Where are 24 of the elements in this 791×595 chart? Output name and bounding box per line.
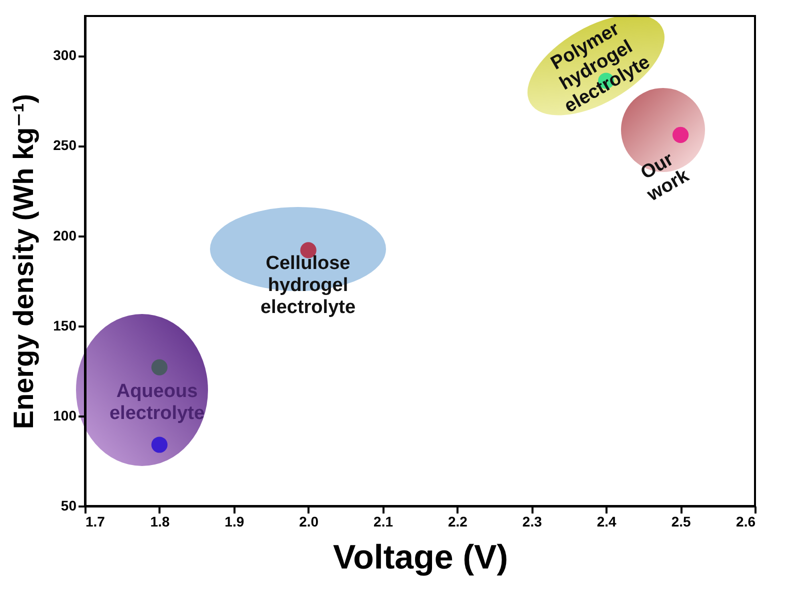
annotation: Cellulose hydrogel electrolyte <box>260 253 356 318</box>
x-tick-label: 1.9 <box>224 514 244 530</box>
x-tick-label: 2.0 <box>299 514 319 530</box>
annotation: Aqueous electrolyte <box>109 381 205 424</box>
point <box>151 436 168 453</box>
x-tick-label: 2.5 <box>671 514 691 530</box>
x-tick-label: 1.7 <box>86 514 106 530</box>
y-tick-label: 100 <box>53 407 77 424</box>
x-tick-label: 2.6 <box>736 514 756 530</box>
x-tick-label: 2.4 <box>596 514 617 530</box>
x-tick-label: 1.8 <box>150 514 170 530</box>
x-tick-label: 2.3 <box>522 514 542 530</box>
y-tick-label: 150 <box>53 317 77 334</box>
y-tick-label: 300 <box>53 47 77 64</box>
point <box>672 126 689 143</box>
x-tick-label: 2.2 <box>448 514 468 530</box>
point <box>151 359 168 376</box>
y-tick-label: 250 <box>53 137 77 154</box>
annotation: Our work <box>637 148 694 206</box>
y-tick-label: 200 <box>53 227 77 244</box>
y-axis-title: Energy density (Wh kg⁻¹) <box>8 94 40 430</box>
x-axis-title: Voltage (V) <box>332 538 508 576</box>
x-tick-label: 2.1 <box>374 514 394 530</box>
y-tick-label: 50 <box>60 498 77 514</box>
